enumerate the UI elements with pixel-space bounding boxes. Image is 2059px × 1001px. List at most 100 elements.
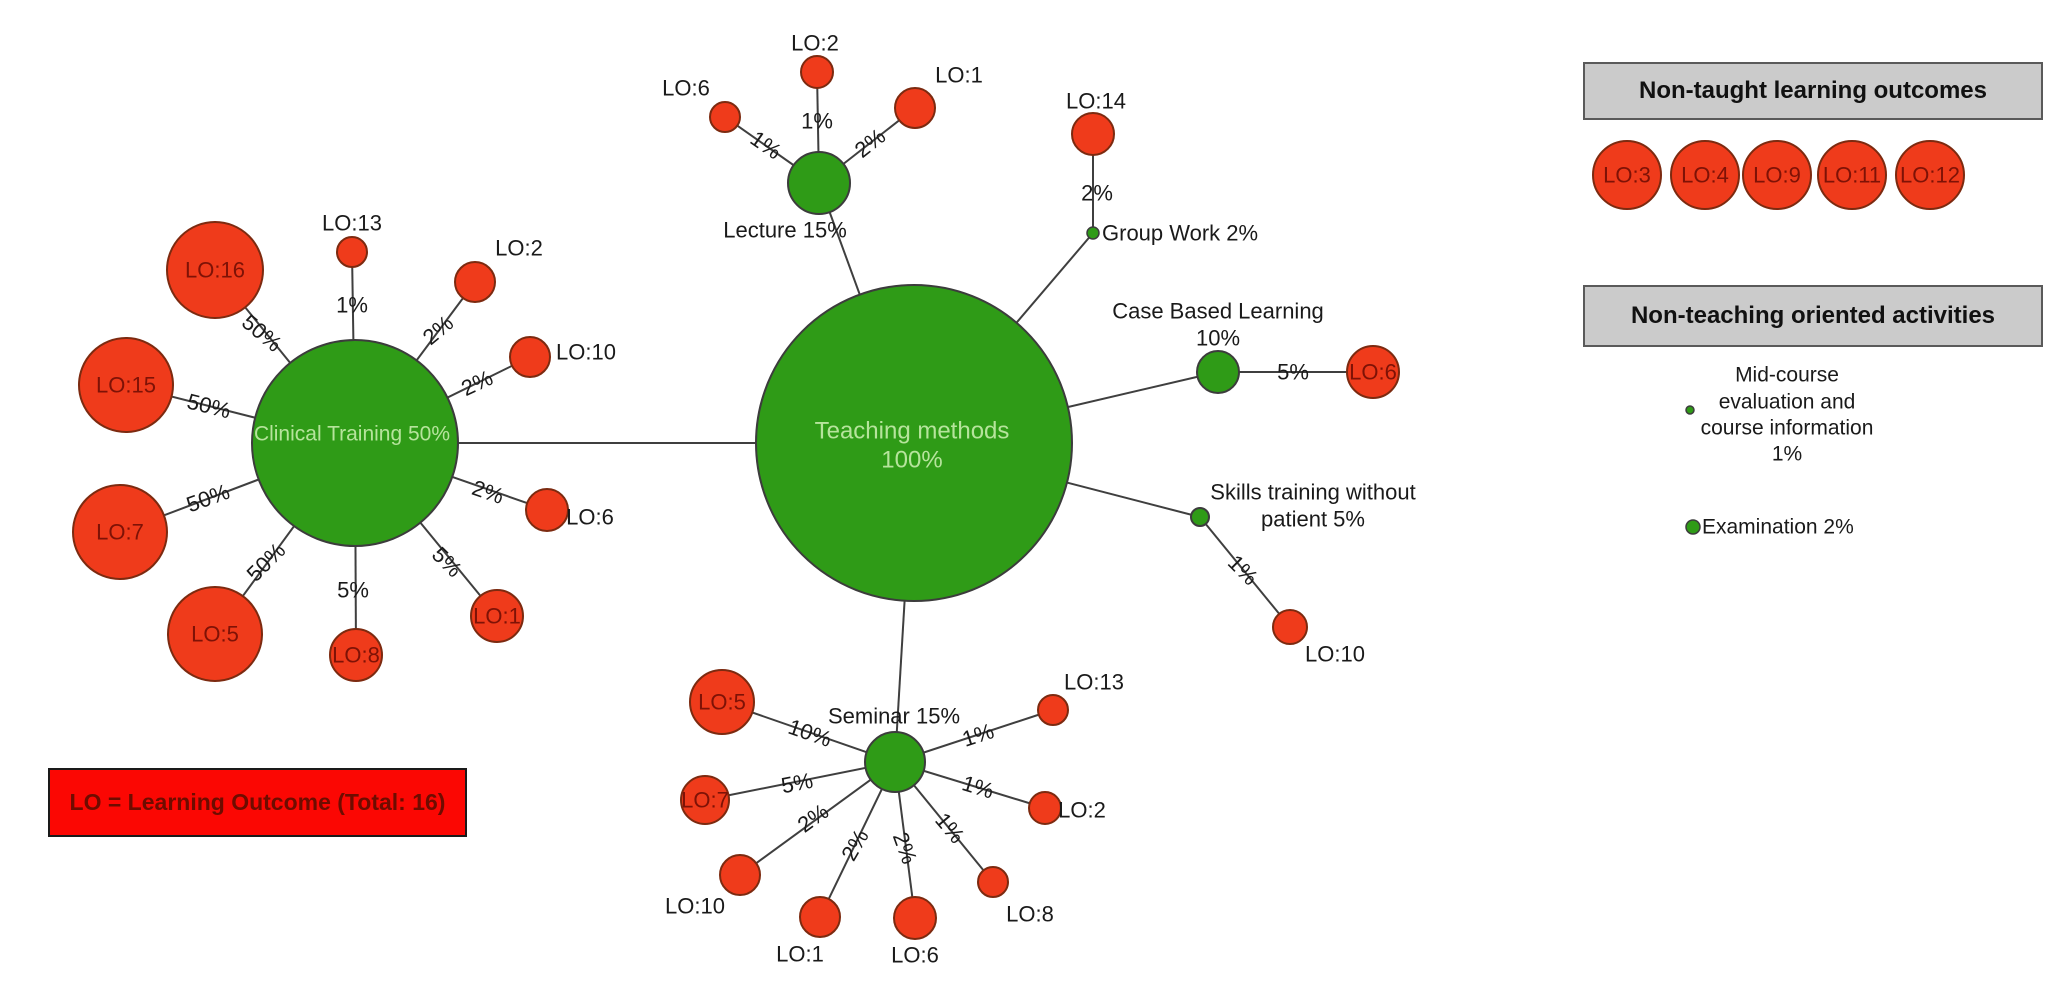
lo-label: LO:1 xyxy=(776,942,824,967)
lo-label: LO:14 xyxy=(1066,89,1126,114)
learning-outcome-note-box: LO = Learning Outcome (Total: 16) xyxy=(48,768,467,837)
lo-label: LO:13 xyxy=(322,211,382,236)
pct-label: 5% xyxy=(1277,360,1309,385)
examination-label: Examination 2% xyxy=(1702,516,1854,539)
lo7-seminar-node xyxy=(680,775,730,825)
lo-label: LO:6 xyxy=(566,505,614,530)
lo14-groupwork-node xyxy=(1071,112,1115,156)
lo-label: LO:7 xyxy=(681,788,729,813)
mid-course-label-line3: course information xyxy=(1701,417,1874,440)
mid-course-label-line4: 1% xyxy=(1772,443,1802,466)
skills-label-line2: patient 5% xyxy=(1261,507,1365,532)
lo6-lecture-node xyxy=(709,101,741,133)
lo-label: LO:6 xyxy=(891,943,939,968)
lo-label: LO:3 xyxy=(1603,163,1651,188)
lecture-label: Lecture 15% xyxy=(723,218,847,243)
pct-label: 2% xyxy=(850,123,890,162)
lo1-seminar-node xyxy=(799,896,841,938)
lo16-clinical-node xyxy=(166,221,264,319)
pct-label: 1% xyxy=(1223,550,1263,590)
group-work-node xyxy=(1086,226,1100,240)
mid-course-label-line1: Mid-course xyxy=(1735,364,1839,387)
lo10-clinical-node xyxy=(509,336,551,378)
learning-outcome-note-text: LO = Learning Outcome (Total: 16) xyxy=(69,789,446,815)
lo-label: LO:12 xyxy=(1900,163,1960,188)
lo-label: LO:10 xyxy=(665,894,725,919)
lo2-lecture-node xyxy=(800,55,834,89)
lo6-cbl-node xyxy=(1346,345,1400,399)
legend-non-teaching-box: Non-teaching oriented activities xyxy=(1583,285,2043,347)
pct-label: 1% xyxy=(746,126,786,165)
lo13-clinical-node xyxy=(336,236,368,268)
clinical-training-node xyxy=(251,339,459,547)
lo-label: LO:13 xyxy=(1064,670,1124,695)
lo-label: LO:2 xyxy=(1058,798,1106,823)
lo5-clinical-node xyxy=(167,586,263,682)
lo6-seminar-node xyxy=(893,896,937,940)
pct-label: 5% xyxy=(779,768,815,799)
lo-label: LO:2 xyxy=(495,236,543,261)
pct-label: 50% xyxy=(185,389,234,424)
lo12-legend-node xyxy=(1895,140,1965,210)
lo4-legend-node xyxy=(1670,140,1740,210)
pct-label: 1% xyxy=(801,109,833,134)
lo8-seminar-node xyxy=(977,866,1009,898)
pct-label: 2% xyxy=(836,825,874,865)
lo5-seminar-node xyxy=(689,669,755,735)
lo-label: LO:11 xyxy=(1823,163,1881,188)
lo-label: LO:6 xyxy=(662,76,710,101)
pct-label: 1% xyxy=(959,718,997,752)
lo1-clinical-node xyxy=(470,589,524,643)
pct-label: 2% xyxy=(418,310,458,350)
edge-line xyxy=(1199,516,1291,628)
lo-label: LO:9 xyxy=(1753,163,1801,188)
examination-node xyxy=(1685,519,1701,535)
lo3-legend-node xyxy=(1592,140,1662,210)
teaching-methods-label: Teaching methods xyxy=(815,418,1010,445)
cbl-label: Case Based Learning xyxy=(1112,299,1324,324)
lo8-clinical-node xyxy=(329,628,383,682)
lo9-legend-node xyxy=(1742,140,1812,210)
skills-label-line1: Skills training without xyxy=(1210,480,1415,505)
lo-label: LO:7 xyxy=(96,520,144,545)
pct-label: 50% xyxy=(242,538,291,587)
legend-non-taught-title: Non-taught learning outcomes xyxy=(1639,77,1987,104)
lo11-legend-node xyxy=(1817,140,1887,210)
lo15-clinical-node xyxy=(78,337,174,433)
lo-label: LO:5 xyxy=(698,690,746,715)
pct-label: 1% xyxy=(336,293,368,318)
lo2-clinical-node xyxy=(454,261,496,303)
pct-label: 5% xyxy=(427,542,467,582)
mid-course-label-line2: evaluation and xyxy=(1719,391,1856,414)
lo-label: LO:10 xyxy=(556,340,616,365)
lo-label: LO:4 xyxy=(1681,163,1729,188)
edge-line xyxy=(704,761,896,801)
group-work-label: Group Work 2% xyxy=(1102,221,1258,246)
teaching-methods-node xyxy=(755,284,1073,602)
lo-label: LO:1 xyxy=(935,63,983,88)
lo-label: LO:16 xyxy=(185,258,245,283)
teaching-methods-pct: 100% xyxy=(881,447,942,474)
lo-label: LO:15 xyxy=(96,373,156,398)
skills-training-node xyxy=(1190,507,1210,527)
lo-label: LO:1 xyxy=(473,604,521,629)
lo10-skills-node xyxy=(1272,609,1308,645)
legend-non-teaching-title: Non-teaching oriented activities xyxy=(1630,302,1996,329)
lecture-node xyxy=(787,151,851,215)
lo-label: LO:5 xyxy=(191,622,239,647)
legend-non-taught-box: Non-taught learning outcomes xyxy=(1583,62,2043,120)
seminar-label: Seminar 15% xyxy=(828,704,960,729)
lo10-seminar-node xyxy=(719,854,761,896)
lo-label: LO:8 xyxy=(332,643,380,668)
case-based-learning-node xyxy=(1196,350,1240,394)
seminar-node xyxy=(864,731,926,793)
lo-label: LO:2 xyxy=(791,31,839,56)
lo2-seminar-node xyxy=(1028,791,1062,825)
lo6-clinical-node xyxy=(525,488,569,532)
mid-course-node xyxy=(1685,405,1695,415)
lo-label: LO:10 xyxy=(1305,642,1365,667)
edge-line xyxy=(739,761,896,876)
pct-label: 2% xyxy=(457,365,496,401)
lo13-seminar-node xyxy=(1037,694,1069,726)
